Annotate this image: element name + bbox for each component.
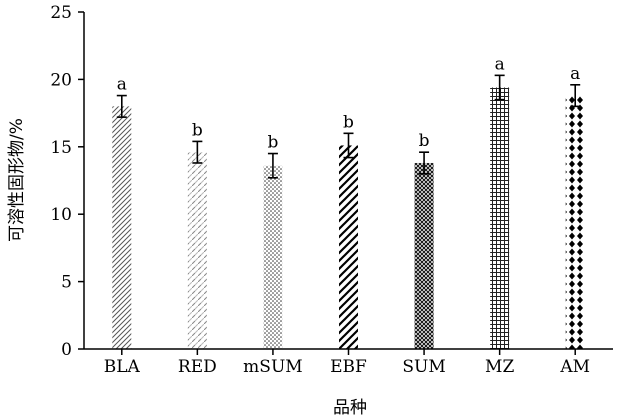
x-tick-label: RED [178,357,217,377]
x-tick-label: MZ [485,357,514,377]
y-tick-label: 15 [50,138,72,158]
y-tick-label: 0 [61,340,72,360]
bar [112,106,132,349]
significance-label: b [267,133,278,153]
y-tick-label: 25 [50,3,72,23]
significance-label: b [419,131,430,151]
significance-label: b [192,120,203,140]
y-tick-label: 5 [61,273,72,293]
y-tick-label: 10 [50,205,72,225]
x-tick-label: EBF [330,357,367,377]
x-tick-label: BLA [104,357,141,377]
x-tick-label: AM [559,357,590,377]
bar [339,145,358,349]
bar [263,165,283,349]
x-tick-label: mSUM [243,357,303,377]
significance-label: a [495,54,505,74]
significance-label: b [343,112,354,132]
y-tick-label: 20 [50,70,72,90]
significance-label: a [117,75,127,95]
significance-label: a [570,64,580,84]
bar [187,152,207,349]
bar [414,162,434,349]
y-axis-title: 可溶性固形物/% [7,118,27,242]
bar [565,95,585,350]
x-tick-label: SUM [402,357,445,377]
plot-area: 0 5 10 15 20 25 a BLA b RED b mSUM b EBF b SUM a MZ a AM [50,3,590,377]
x-axis-title: 品种 [333,398,367,418]
bar [490,87,510,349]
